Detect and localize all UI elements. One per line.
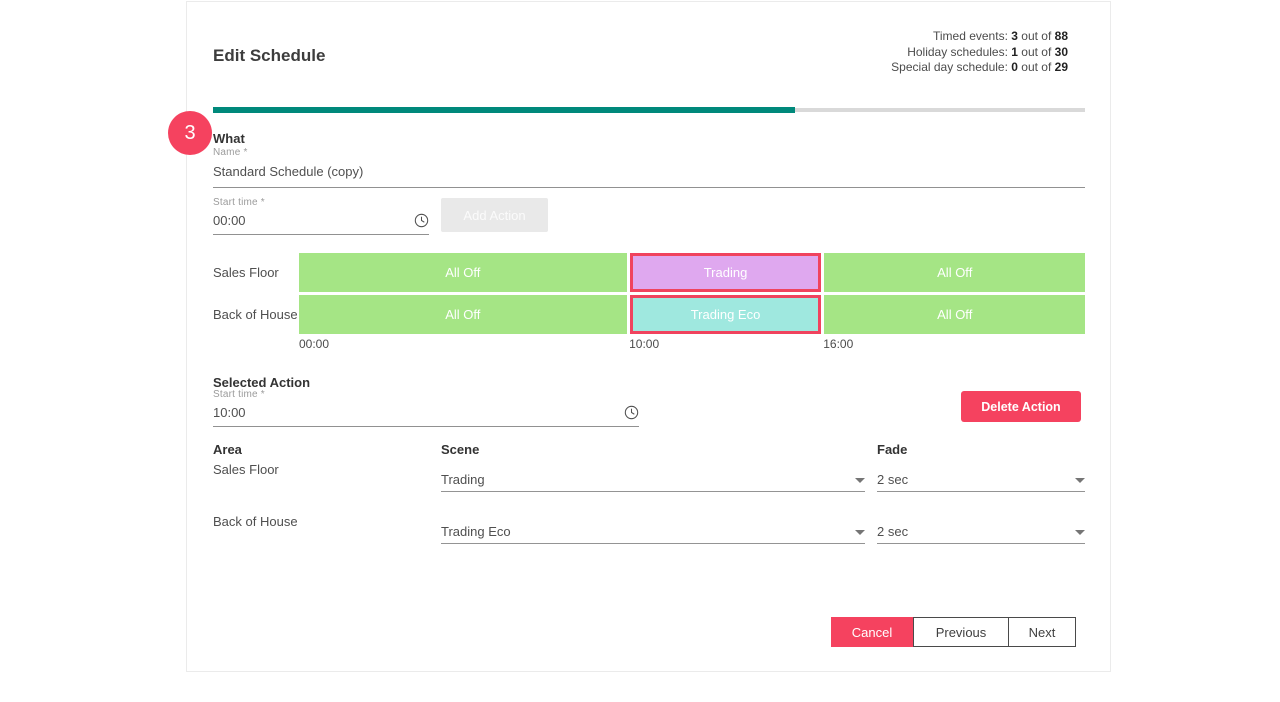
clock-icon[interactable] [414, 213, 429, 228]
timeline-segment[interactable]: Trading [629, 253, 822, 292]
stats-line: Special day schedule: 0 out of 29 [891, 60, 1068, 74]
timeline-row-label: Sales Floor [213, 265, 279, 280]
step-number-badge: 3 [168, 111, 212, 155]
action-area-value: Back of House [213, 514, 298, 529]
timeline-row: Back of House All Off Trading Eco All Off [187, 295, 1085, 334]
selected-action-start-time-field[interactable]: Start time * 10:00 [213, 389, 639, 427]
action-area-value: Sales Floor [213, 462, 279, 477]
chevron-down-icon [1075, 530, 1085, 535]
previous-button[interactable]: Previous [913, 617, 1009, 647]
timeline-track: All Off Trading Eco All Off [299, 295, 1085, 334]
start-time-value[interactable]: 00:00 [213, 213, 246, 228]
timeline-row: Sales Floor All Off Trading All Off [187, 253, 1085, 292]
scene-select-value: Trading Eco [441, 524, 511, 539]
timeline-segment[interactable]: All Off [824, 295, 1085, 334]
name-field-value[interactable]: Standard Schedule (copy) [213, 164, 364, 179]
page-title: Edit Schedule [213, 46, 326, 65]
scene-select[interactable]: Trading Eco [441, 523, 865, 544]
timeline-segment-label: All Off [937, 265, 973, 280]
action-row: Back of House Trading Eco 2 sec [187, 509, 1112, 561]
wizard-progress-bar [213, 107, 1085, 113]
chevron-down-icon [855, 530, 865, 535]
timeline-axis-tick: 10:00 [629, 337, 660, 351]
footer-buttons: Cancel Previous Next [831, 617, 1076, 647]
schedule-usage-stats: Timed events: 3 out of 88 Holiday schedul… [891, 29, 1068, 76]
clock-icon[interactable] [624, 405, 639, 420]
fade-select[interactable]: 2 sec [877, 471, 1085, 492]
timeline-axis-tick: 16:00 [823, 337, 854, 351]
name-field-label: Name * [213, 147, 248, 158]
scene-column-header: Scene [441, 442, 480, 457]
selected-action-heading: Selected Action [213, 375, 311, 390]
cancel-button[interactable]: Cancel [831, 617, 913, 647]
timeline-track: All Off Trading All Off [299, 253, 1085, 292]
schedule-timeline: Sales Floor All Off Trading All Off Back of … [187, 253, 1085, 351]
scene-select[interactable]: Trading [441, 471, 865, 492]
start-time-label: Start time * [213, 197, 265, 208]
fade-select-value: 2 sec [877, 524, 909, 539]
stats-line: Timed events: 3 out of 88 [932, 29, 1068, 43]
timeline-axis: 00:00 10:00 16:00 [299, 337, 1085, 351]
start-time-field[interactable]: Start time * 00:00 [213, 197, 429, 235]
next-button[interactable]: Next [1008, 617, 1076, 647]
fade-select-value: 2 sec [877, 472, 909, 487]
timeline-segment-label: Trading [703, 265, 748, 280]
progress-remainder [794, 108, 1085, 112]
fade-column-header: Fade [877, 442, 908, 457]
chevron-down-icon [1075, 478, 1085, 483]
action-row: Sales Floor Trading 2 sec [187, 457, 1112, 509]
timeline-segment[interactable]: All Off [299, 253, 627, 292]
add-action-button[interactable]: Add Action [441, 198, 548, 232]
scene-select-value: Trading [441, 472, 485, 487]
action-rows: Sales Floor Trading 2 sec Back of House Trad… [187, 457, 1112, 561]
timeline-segment-label: Trading Eco [690, 307, 761, 322]
delete-action-button[interactable]: Delete Action [961, 391, 1081, 422]
what-section-heading: What [213, 131, 245, 146]
selected-start-time-value[interactable]: 10:00 [213, 405, 246, 420]
timeline-segment-label: All Off [445, 307, 481, 322]
timeline-segment[interactable]: All Off [824, 253, 1085, 292]
chevron-down-icon [855, 478, 865, 483]
timeline-segment[interactable]: All Off [299, 295, 627, 334]
fade-select[interactable]: 2 sec [877, 523, 1085, 544]
timeline-segment[interactable]: Trading Eco [629, 295, 822, 334]
timeline-segment-label: All Off [445, 265, 481, 280]
timeline-row-label: Back of House [213, 307, 298, 322]
progress-fill [213, 107, 795, 113]
name-field[interactable]: Name * Standard Schedule (copy) [213, 147, 1085, 188]
stats-line: Holiday schedules: 1 out of 30 [907, 44, 1068, 59]
area-column-header: Area [213, 442, 242, 457]
timeline-segment-label: All Off [937, 307, 973, 322]
timeline-axis-tick: 00:00 [299, 337, 330, 351]
edit-schedule-card: Edit Schedule Timed events: 3 out of 88 H… [186, 1, 1111, 672]
selected-start-time-label: Start time * [213, 389, 265, 400]
